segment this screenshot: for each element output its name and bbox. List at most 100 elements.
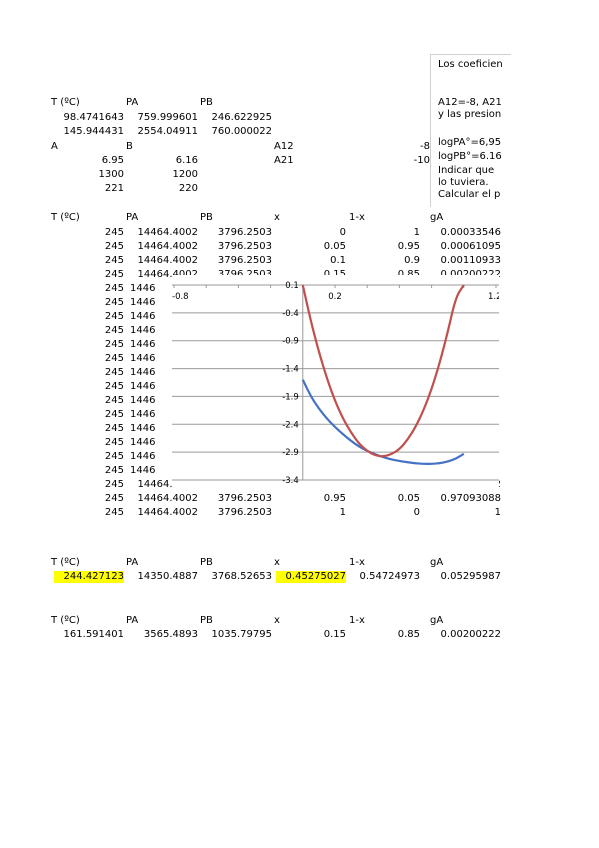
note-line: Indicar que <box>438 165 495 176</box>
series-line-1 <box>301 284 465 458</box>
coef-label: A21 <box>274 155 294 166</box>
table-cell: 14464.4002 <box>137 493 198 504</box>
result-header: gA <box>430 557 444 568</box>
x-tick-label: -0.8 <box>172 292 189 302</box>
result-cell: 1035.79795 <box>211 629 272 640</box>
note-line: Calcular el p <box>438 189 501 200</box>
table-cell: 0.15 <box>276 269 346 281</box>
table-header: 1-x <box>349 212 365 223</box>
table-cell: 0.05 <box>397 493 420 504</box>
result-header: gA <box>430 615 444 626</box>
block1-cell: 145.944431 <box>63 126 124 137</box>
table-cell: 3796.2503 <box>217 255 272 266</box>
y-tick-label: -0.4 <box>282 309 299 319</box>
result-header: 1-x <box>349 557 365 568</box>
note-box: Los coeficien A12=-8, A21 y las presion log… <box>430 54 511 207</box>
block1-cell: 759.999601 <box>137 112 198 123</box>
table-cell: 14464.4002 <box>137 479 198 490</box>
result-header: PA <box>126 557 139 568</box>
y-tick-label: -1.4 <box>282 365 299 375</box>
table-cell: 0.85 <box>350 269 420 281</box>
note-line: Los coeficien <box>438 59 503 70</box>
coef-value: -8 <box>420 141 430 152</box>
y-tick-label: 0.1 <box>285 281 299 291</box>
y-tick-label: -2.4 <box>282 420 299 430</box>
block1-header: PA <box>126 97 139 108</box>
antoine-cell: 1300 <box>98 169 124 180</box>
table-cell: 14464.4002 <box>137 241 198 252</box>
result-header: PB <box>200 615 213 626</box>
series-line-0 <box>301 379 465 465</box>
table-cell: 0.97093088 <box>440 493 501 504</box>
table-cell: 1446 <box>130 437 156 448</box>
block1-cell: 98.4741643 <box>63 112 124 123</box>
table-cell: 0.1 <box>330 255 346 266</box>
table-cell: 0.9 <box>404 255 420 266</box>
result-header: PB <box>200 557 213 568</box>
note-line: lo tuviera. <box>438 177 489 188</box>
table-cell: 245 <box>104 437 124 448</box>
block1-header: PB <box>200 97 213 108</box>
result-cell: 0.05295987 <box>440 571 501 582</box>
y-tick-label: -3.4 <box>282 476 299 486</box>
table-cell: 245 <box>104 227 124 238</box>
table-cell: 1 <box>339 507 346 518</box>
table-cell: 245 <box>104 451 124 462</box>
x-tick-label: 1.2 <box>488 292 499 302</box>
note-line: A12=-8, A21 <box>438 97 502 108</box>
table-cell: 0 <box>413 507 420 518</box>
table-cell: 245 <box>104 283 124 294</box>
table-header: x <box>274 212 280 223</box>
result-cell: 244.427123 <box>54 571 124 583</box>
result-cell: 14350.4887 <box>137 571 198 582</box>
table-cell: 0.95 <box>323 493 346 504</box>
result-header: T (ºC) <box>51 615 80 626</box>
block1-cell: 760.000022 <box>211 126 272 137</box>
note-line: logPA°=6,95 <box>438 137 502 148</box>
table-cell: 3796.2503 <box>217 507 272 518</box>
result-header: 1-x <box>349 615 365 626</box>
antoine-header-b: B <box>126 141 133 152</box>
block1-cell: 2554.04911 <box>137 126 198 137</box>
table-cell: 14464.4002 <box>137 269 198 280</box>
result-cell: 3565.4893 <box>143 629 198 640</box>
note-line: logPB°=6.16 <box>438 151 502 162</box>
y-tick-label: -2.9 <box>282 448 299 458</box>
result-cell: 0.00200222 <box>440 629 501 640</box>
activity-chart: 0.1 -0.4 -0.9 -1.4 -1.9 -2.4 -2.9 -3.4 -0.8 0.2 1.… <box>172 275 499 487</box>
result-header: x <box>274 557 280 568</box>
coef-label: A12 <box>274 141 294 152</box>
table-cell: 1446 <box>130 381 156 392</box>
table-cell: 245 <box>104 311 124 322</box>
table-cell: 1446 <box>130 297 156 308</box>
antoine-header-a: A <box>51 141 58 152</box>
table-cell: 0.05 <box>323 241 346 252</box>
table-cell: 0.95 <box>397 241 420 252</box>
table-cell: 245 <box>104 381 124 392</box>
table-cell: 0.00200222 <box>431 269 501 281</box>
coef-value: -10 <box>413 155 430 166</box>
table-header: PA <box>126 212 139 223</box>
table-cell: 14464.4002 <box>137 227 198 238</box>
result-cell: 0.54724973 <box>359 571 420 582</box>
table-cell: 0.00061095 <box>440 241 501 252</box>
antoine-cell: 221 <box>104 183 124 194</box>
result-header: PA <box>126 615 139 626</box>
block1-header: T (ºC) <box>51 97 80 108</box>
antoine-cell: 220 <box>178 183 198 194</box>
table-cell: 1 <box>494 507 501 518</box>
table-cell: 14464.4002 <box>137 255 198 266</box>
table-cell: 0 <box>339 227 346 238</box>
table-cell: 245 <box>104 297 124 308</box>
table-header: gA <box>430 212 444 223</box>
table-cell: 1446 <box>130 353 156 364</box>
table-cell: 245 <box>104 507 124 518</box>
table-cell: 1 <box>413 227 420 238</box>
table-cell: 245 <box>104 479 124 490</box>
table-cell: 0.00110933 <box>440 255 501 266</box>
table-cell: 1446 <box>130 465 156 476</box>
table-cell: 245 <box>104 409 124 420</box>
table-cell: 245 <box>104 269 124 280</box>
table-cell: 3796.2503 <box>217 493 272 504</box>
table-cell: 245 <box>104 395 124 406</box>
